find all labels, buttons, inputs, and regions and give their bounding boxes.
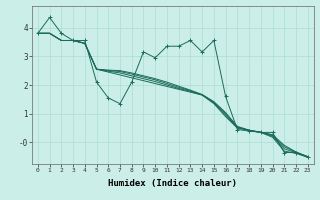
X-axis label: Humidex (Indice chaleur): Humidex (Indice chaleur) (108, 179, 237, 188)
